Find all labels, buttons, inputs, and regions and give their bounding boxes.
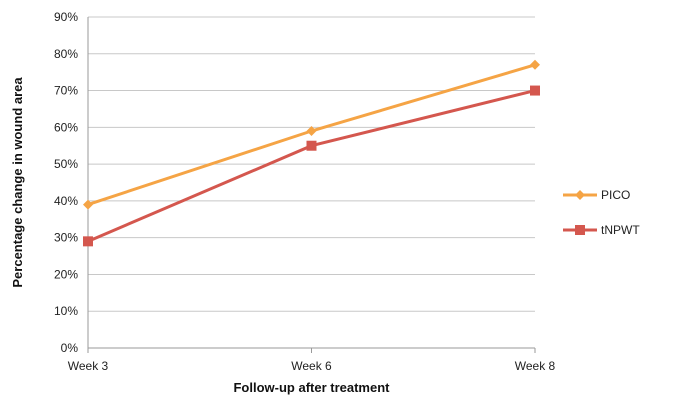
- x-tick-label: Week 6: [291, 359, 332, 373]
- y-axis-title: Percentage change in wound area: [10, 77, 25, 288]
- y-axis-ticks: 0% 10% 20% 30% 40% 50% 60% 70% 80% 90%: [54, 10, 78, 355]
- y-tick-label: 80%: [54, 47, 78, 61]
- gridlines: [88, 16, 535, 312]
- y-tick-label: 70%: [54, 84, 78, 98]
- series-pico: [83, 59, 540, 210]
- legend-marker: [575, 225, 585, 235]
- data-point-pico: [530, 59, 540, 70]
- legend-item-tnpwt: tNPWT: [563, 223, 640, 237]
- x-tick-label: Week 3: [68, 359, 109, 373]
- y-tick-label: 50%: [54, 157, 78, 171]
- y-tick-label: 30%: [54, 231, 78, 245]
- y-tick-label: 40%: [54, 194, 78, 208]
- series-line-tnpwt: [87, 89, 536, 243]
- legend-marker: [575, 190, 585, 200]
- x-axis-title: Follow-up after treatment: [233, 380, 390, 395]
- y-tick-label: 20%: [54, 267, 78, 281]
- legend-item-pico: PICO: [563, 188, 630, 202]
- y-tick-label: 10%: [54, 304, 78, 318]
- legend-label: PICO: [601, 188, 630, 202]
- data-point-tnpwt: [306, 140, 317, 151]
- x-axis-ticks: Week 3 Week 6 Week 8: [68, 348, 556, 373]
- x-tick-label: Week 8: [515, 359, 556, 373]
- data-point-tnpwt: [530, 85, 540, 96]
- legend: PICO tNPWT: [563, 188, 640, 237]
- data-point-pico: [306, 126, 317, 137]
- series-layer: [83, 59, 540, 247]
- legend-label: tNPWT: [601, 223, 640, 237]
- y-tick-label: 60%: [54, 120, 78, 134]
- series-tnpwt: [83, 85, 540, 247]
- data-point-tnpwt: [83, 236, 93, 247]
- y-tick-label: 0%: [61, 341, 79, 355]
- data-point-pico: [83, 199, 93, 210]
- y-tick-label: 90%: [54, 10, 78, 24]
